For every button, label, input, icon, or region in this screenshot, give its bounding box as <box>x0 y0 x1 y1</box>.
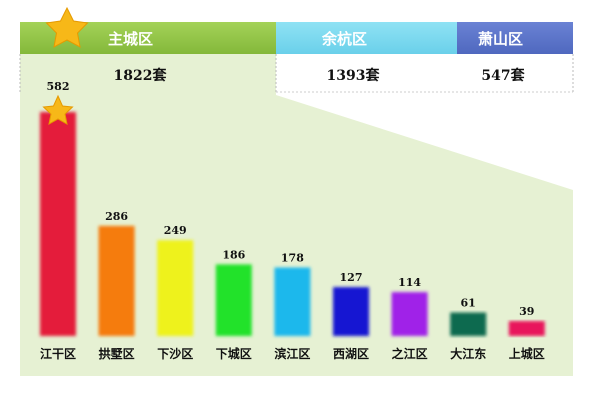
total-main: 1822套 <box>114 67 167 84</box>
bar-value-label: 61 <box>461 297 476 310</box>
bar-value-label: 582 <box>47 80 70 93</box>
category-label: 大江东 <box>450 346 486 361</box>
bar-value-label: 39 <box>519 305 534 318</box>
district-name-yuhang: 余杭区 <box>321 30 367 48</box>
bar-4 <box>215 264 252 336</box>
category-label: 上城区 <box>509 346 545 361</box>
yuhang-header <box>276 22 457 54</box>
district-name-main: 主城区 <box>108 30 153 48</box>
bar-1 <box>40 112 76 336</box>
header-star-icon <box>45 6 89 48</box>
category-label: 下城区 <box>216 346 252 361</box>
bar-series: 582 江干区 286 拱墅区 249 下沙区 186 下城区 178 滨江区 127 西湖区 114 之… <box>40 80 545 361</box>
xiaoshan-header <box>457 22 573 54</box>
category-label: 下沙区 <box>157 347 193 361</box>
bar-2 <box>98 225 135 336</box>
bar-3 <box>157 240 194 336</box>
total-yuhang: 1393套 <box>327 67 380 84</box>
bar-8 <box>450 312 487 336</box>
bar-value-label: 178 <box>281 252 304 265</box>
top-bar-star-icon <box>42 94 74 125</box>
bar-7 <box>391 292 428 336</box>
category-label: 江干区 <box>40 346 76 361</box>
bar-value-label: 249 <box>164 224 187 237</box>
bar-value-label: 127 <box>340 271 363 284</box>
bar-5 <box>274 267 311 336</box>
category-label: 西湖区 <box>333 346 369 361</box>
bar-9 <box>508 321 545 336</box>
bar-value-label: 286 <box>105 210 128 223</box>
district-name-xiaoshan: 萧山区 <box>478 30 523 48</box>
total-xiaoshan: 547套 <box>481 67 524 84</box>
bar-6 <box>333 287 369 336</box>
category-label: 之江区 <box>392 346 428 361</box>
bar-value-label: 114 <box>398 276 421 289</box>
category-label: 滨江区 <box>274 346 310 361</box>
bar-value-label: 186 <box>222 248 245 261</box>
category-label: 拱墅区 <box>99 346 135 361</box>
